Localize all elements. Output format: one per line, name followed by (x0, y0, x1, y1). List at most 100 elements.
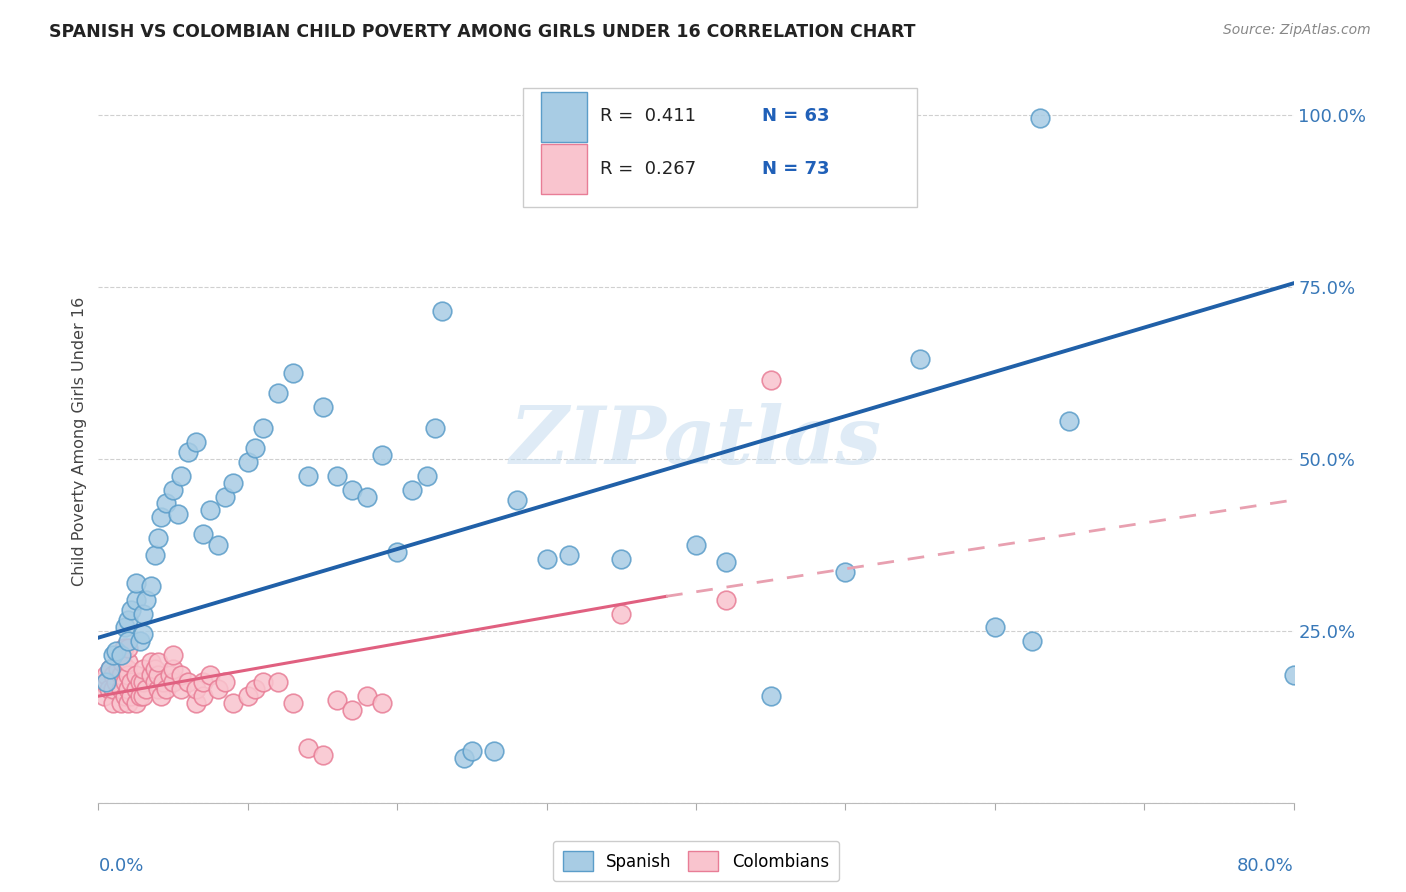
Point (236, 455, 259, 469)
Point (125, 592, 148, 607)
Point (120, 689, 142, 703)
Point (135, 682, 157, 697)
Point (103, 682, 125, 697)
Point (98, 662, 122, 676)
Point (110, 648, 132, 662)
Point (245, 682, 267, 697)
Point (177, 675, 200, 690)
Point (453, 751, 475, 765)
Point (117, 655, 139, 669)
Point (461, 744, 484, 758)
Point (834, 566, 856, 580)
Point (558, 548, 581, 562)
Point (139, 655, 162, 669)
Point (245, 442, 267, 456)
Point (267, 386, 290, 401)
FancyBboxPatch shape (523, 87, 917, 207)
Point (908, 351, 931, 366)
FancyBboxPatch shape (541, 144, 588, 194)
Point (132, 689, 155, 703)
Point (610, 551, 633, 566)
Point (200, 668, 222, 682)
Point (1282, 668, 1305, 682)
Point (125, 696, 148, 710)
Point (155, 496, 177, 510)
Point (94, 668, 117, 682)
Point (326, 692, 349, 706)
Point (416, 469, 439, 483)
Point (114, 675, 136, 690)
Point (169, 469, 191, 483)
Point (536, 551, 558, 566)
Point (150, 510, 173, 524)
Point (132, 675, 155, 690)
Point (200, 503, 222, 517)
Point (117, 614, 139, 628)
Point (148, 655, 170, 669)
Point (297, 740, 319, 755)
Point (117, 634, 139, 648)
Point (120, 675, 142, 690)
FancyBboxPatch shape (541, 92, 588, 142)
Point (297, 469, 319, 483)
Point (143, 675, 166, 690)
Point (423, 421, 446, 435)
Point (267, 675, 290, 690)
Point (1021, 634, 1043, 648)
Point (191, 527, 214, 541)
Point (1028, 111, 1050, 125)
Point (143, 662, 166, 676)
Point (135, 592, 157, 607)
Point (177, 445, 200, 459)
Point (129, 675, 152, 690)
Point (714, 555, 737, 569)
Point (1059, 414, 1081, 428)
Point (169, 682, 191, 697)
Point (114, 689, 136, 703)
Point (107, 662, 129, 676)
Point (401, 483, 423, 497)
Point (111, 655, 134, 669)
Point (162, 483, 184, 497)
Point (120, 603, 142, 617)
Text: R =  0.411: R = 0.411 (600, 107, 696, 126)
Point (110, 696, 132, 710)
Point (159, 668, 181, 682)
Point (371, 448, 394, 462)
Point (484, 744, 506, 758)
Point (685, 538, 707, 552)
Point (430, 303, 453, 318)
Point (117, 696, 139, 710)
Point (105, 675, 128, 690)
Point (326, 469, 349, 483)
Point (148, 531, 170, 545)
Point (984, 620, 1007, 634)
Point (506, 493, 529, 508)
Text: ZIPatlas: ZIPatlas (510, 403, 882, 480)
Point (371, 696, 394, 710)
Point (103, 668, 125, 682)
Point (90, 675, 112, 690)
Text: Source: ZipAtlas.com: Source: ZipAtlas.com (1223, 23, 1371, 37)
Point (342, 483, 364, 497)
Y-axis label: Child Poverty Among Girls Under 16: Child Poverty Among Girls Under 16 (72, 297, 87, 586)
Point (132, 662, 155, 676)
Point (97, 682, 120, 697)
Point (129, 634, 152, 648)
Point (214, 675, 236, 690)
Point (162, 648, 184, 662)
Point (103, 696, 125, 710)
Point (191, 689, 214, 703)
Point (148, 682, 170, 697)
Text: 80.0%: 80.0% (1237, 857, 1294, 875)
Point (207, 538, 229, 552)
Legend: Spanish, Colombians: Spanish, Colombians (553, 841, 839, 881)
Point (115, 662, 138, 676)
Point (139, 668, 162, 682)
Text: SPANISH VS COLOMBIAN CHILD POVERTY AMONG GIRLS UNDER 16 CORRELATION CHART: SPANISH VS COLOMBIAN CHILD POVERTY AMONG… (49, 23, 915, 41)
Point (252, 675, 274, 690)
Point (281, 696, 304, 710)
Point (162, 675, 184, 690)
Point (342, 703, 364, 717)
Point (125, 575, 148, 590)
